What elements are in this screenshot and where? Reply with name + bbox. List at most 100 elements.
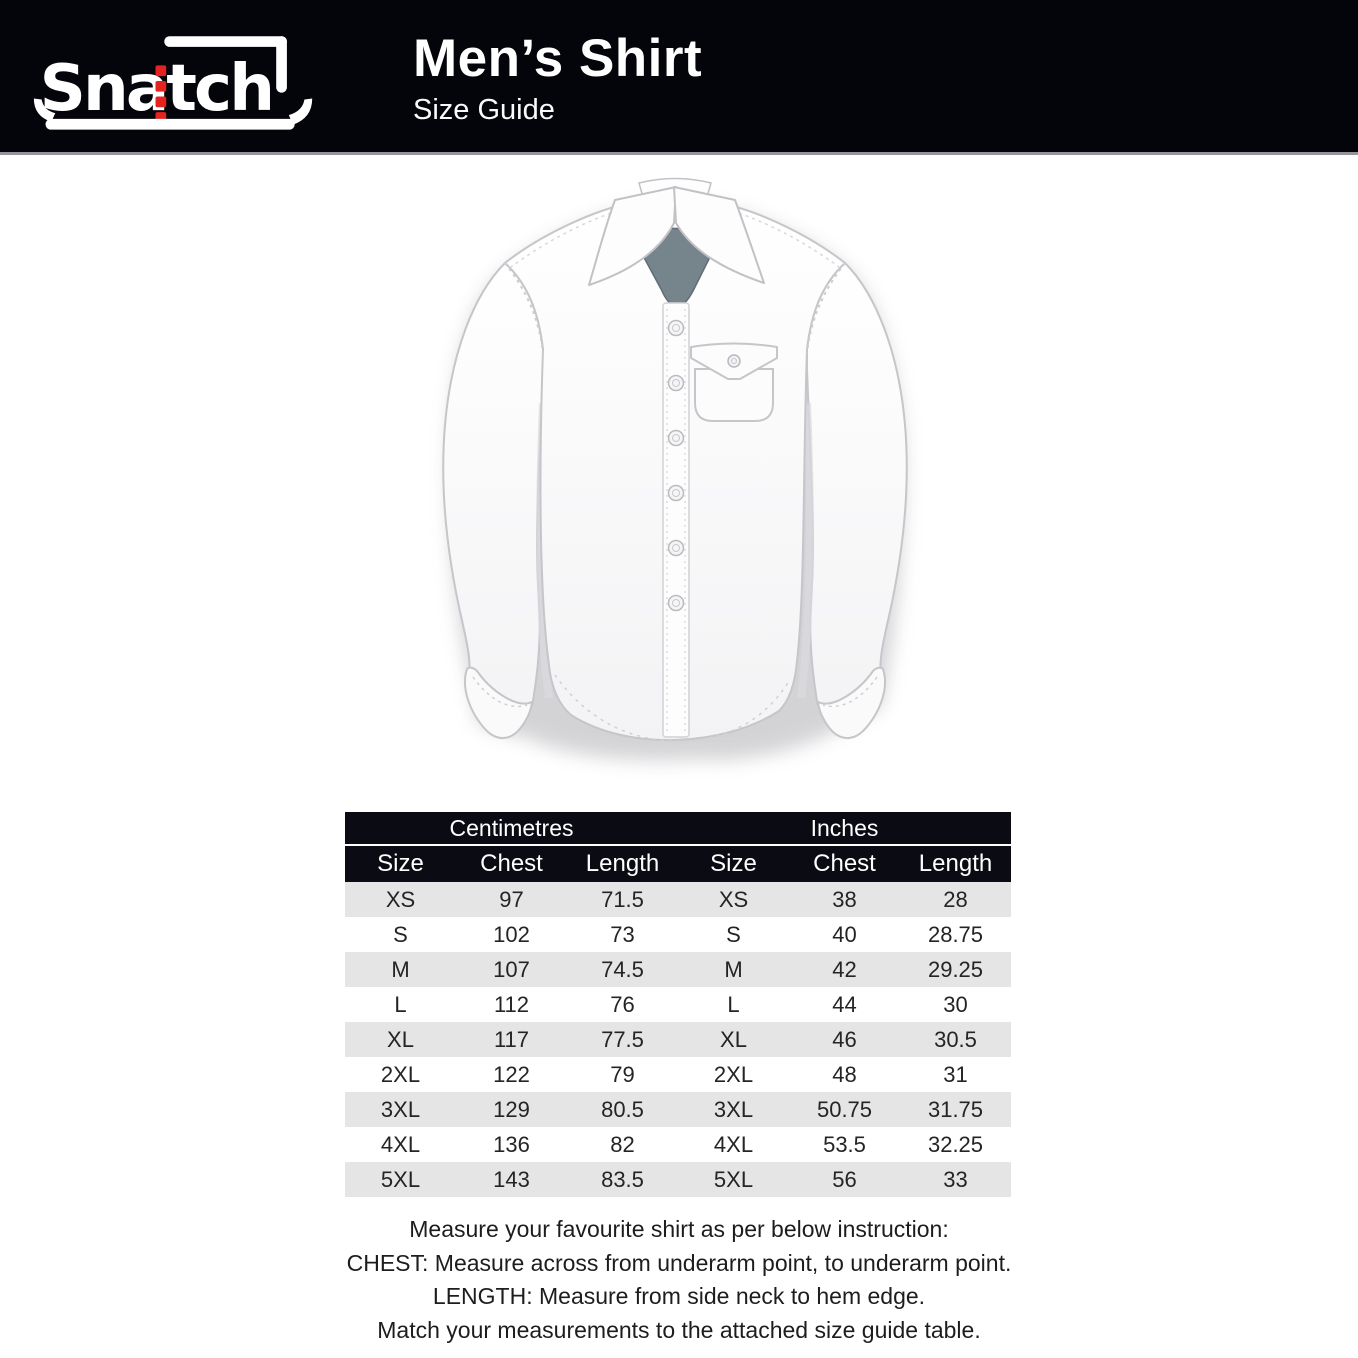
shirt-right-yoke-seam bbox=[718, 206, 840, 268]
size-cell: 2XL bbox=[678, 1057, 789, 1092]
size-cell: 30 bbox=[900, 987, 1011, 1022]
size-cell: 107 bbox=[456, 952, 567, 987]
button-icon bbox=[667, 319, 685, 337]
size-cell: S bbox=[345, 917, 456, 952]
size-cell: 143 bbox=[456, 1162, 567, 1197]
size-row-m: M 107 74.5 M 42 29.25 bbox=[345, 952, 1011, 987]
size-cell: 31.75 bbox=[900, 1092, 1011, 1127]
size-row-2xl: 2XL 122 79 2XL 48 31 bbox=[345, 1057, 1011, 1092]
size-cell: 71.5 bbox=[567, 882, 678, 917]
size-row-s: S 102 73 S 40 28.75 bbox=[345, 917, 1011, 952]
size-row-4xl: 4XL 136 82 4XL 53.5 32.25 bbox=[345, 1127, 1011, 1162]
shirt-right-seam-shade bbox=[797, 403, 814, 698]
size-cell: 5XL bbox=[345, 1162, 456, 1197]
shirt-hem-stitch bbox=[554, 674, 790, 742]
size-cell: 3XL bbox=[678, 1092, 789, 1127]
size-row-xs: XS 97 71.5 XS 38 28 bbox=[345, 882, 1011, 917]
size-cell: 97 bbox=[456, 882, 567, 917]
size-table-body: XS 97 71.5 XS 38 28 S 102 73 S 40 28.75 M 107 74.5 M 42 2… bbox=[345, 882, 1011, 1197]
table-group-header-row: Centimetres Inches bbox=[345, 812, 1011, 846]
logo-swoosh-icon bbox=[33, 98, 313, 130]
logo-top-bar-icon bbox=[164, 36, 287, 93]
size-cell: 74.5 bbox=[567, 952, 678, 987]
size-cell: 32.25 bbox=[900, 1127, 1011, 1162]
size-cell: 77.5 bbox=[567, 1022, 678, 1057]
size-cell: 31 bbox=[900, 1057, 1011, 1092]
size-cell: 28.75 bbox=[900, 917, 1011, 952]
col-header-length-in: Length bbox=[900, 845, 1011, 882]
shirt-right-armhole-seam bbox=[806, 262, 846, 354]
shirt-left-yoke-seam bbox=[510, 206, 632, 268]
col-header-size-cm: Size bbox=[345, 845, 456, 882]
title-block: Men’s Shirt Size Guide bbox=[413, 30, 702, 128]
mens-shirt-illustration bbox=[442, 177, 908, 761]
size-cell: S bbox=[678, 917, 789, 952]
col-header-length-cm: Length bbox=[567, 845, 678, 882]
col-header-size-in: Size bbox=[678, 845, 789, 882]
shirt-collar-left-flap bbox=[588, 186, 677, 286]
size-cell: 3XL bbox=[345, 1092, 456, 1127]
button-icon bbox=[667, 484, 685, 502]
size-cell: 42 bbox=[789, 952, 900, 987]
page-title: Men’s Shirt bbox=[413, 29, 703, 88]
size-cell: 50.75 bbox=[789, 1092, 900, 1127]
instruction-line: Match your measurements to the attached … bbox=[377, 1316, 981, 1343]
shirt-chest-pocket bbox=[690, 342, 778, 422]
size-cell: 83.5 bbox=[567, 1162, 678, 1197]
size-cell: 122 bbox=[456, 1057, 567, 1092]
size-cell: 102 bbox=[456, 917, 567, 952]
size-cell: 48 bbox=[789, 1057, 900, 1092]
size-cell: 2XL bbox=[345, 1057, 456, 1092]
size-cell: L bbox=[345, 987, 456, 1022]
size-cell: XL bbox=[678, 1022, 789, 1057]
size-cell: 44 bbox=[789, 987, 900, 1022]
size-row-5xl: 5XL 143 83.5 5XL 56 33 bbox=[345, 1162, 1011, 1197]
shirt-collar-right-flap bbox=[673, 186, 765, 284]
size-cell: 53.5 bbox=[789, 1127, 900, 1162]
size-cell: M bbox=[678, 952, 789, 987]
button-icon bbox=[667, 374, 685, 392]
shirt-left-cuff bbox=[464, 666, 534, 739]
size-cell: XS bbox=[345, 882, 456, 917]
button-icon bbox=[667, 594, 685, 612]
size-row-l: L 112 76 L 44 30 bbox=[345, 987, 1011, 1022]
size-cell: 4XL bbox=[678, 1127, 789, 1162]
size-cell: 38 bbox=[789, 882, 900, 917]
measuring-instructions: Measure your favourite shirt as per belo… bbox=[0, 1213, 1358, 1347]
button-icon bbox=[667, 539, 685, 557]
top-banner: Snatch Men’s Shirt Size Guide bbox=[0, 0, 1358, 155]
size-row-xl: XL 117 77.5 XL 46 30.5 bbox=[345, 1022, 1011, 1057]
instruction-line: Measure your favourite shirt as per belo… bbox=[409, 1216, 949, 1242]
size-cell: L bbox=[678, 987, 789, 1022]
col-header-chest-in: Chest bbox=[789, 845, 900, 882]
size-cell: 4XL bbox=[345, 1127, 456, 1162]
table-column-header-row: Size Chest Length Size Chest Length bbox=[345, 845, 1011, 882]
size-cell: 28 bbox=[900, 882, 1011, 917]
page-subtitle: Size Guide bbox=[413, 94, 555, 126]
pocket-body bbox=[694, 368, 774, 422]
group-header-inches: Inches bbox=[678, 812, 1011, 846]
instruction-line: CHEST: Measure across from underarm poin… bbox=[346, 1249, 1012, 1276]
size-cell: 56 bbox=[789, 1162, 900, 1197]
pocket-button-icon bbox=[727, 354, 741, 368]
size-cell: 82 bbox=[567, 1127, 678, 1162]
size-cell: 136 bbox=[456, 1127, 567, 1162]
size-cell: XS bbox=[678, 882, 789, 917]
size-cell: 29.25 bbox=[900, 952, 1011, 987]
size-cell: XL bbox=[345, 1022, 456, 1057]
shirt-placket bbox=[662, 302, 690, 738]
instruction-line: LENGTH: Measure from side neck to hem ed… bbox=[432, 1283, 926, 1309]
size-cell: 117 bbox=[456, 1022, 567, 1057]
shirt-right-cuff bbox=[816, 666, 886, 739]
size-row-3xl: 3XL 129 80.5 3XL 50.75 31.75 bbox=[345, 1092, 1011, 1127]
size-cell: 5XL bbox=[678, 1162, 789, 1197]
size-cell: 129 bbox=[456, 1092, 567, 1127]
col-header-chest-cm: Chest bbox=[456, 845, 567, 882]
shirt-buttons bbox=[667, 319, 685, 612]
size-cell: 79 bbox=[567, 1057, 678, 1092]
size-cell: 112 bbox=[456, 987, 567, 1022]
size-cell: M bbox=[345, 952, 456, 987]
size-cell: 40 bbox=[789, 917, 900, 952]
snatch-brand-logo: Snatch bbox=[33, 36, 313, 130]
size-cell: 80.5 bbox=[567, 1092, 678, 1127]
